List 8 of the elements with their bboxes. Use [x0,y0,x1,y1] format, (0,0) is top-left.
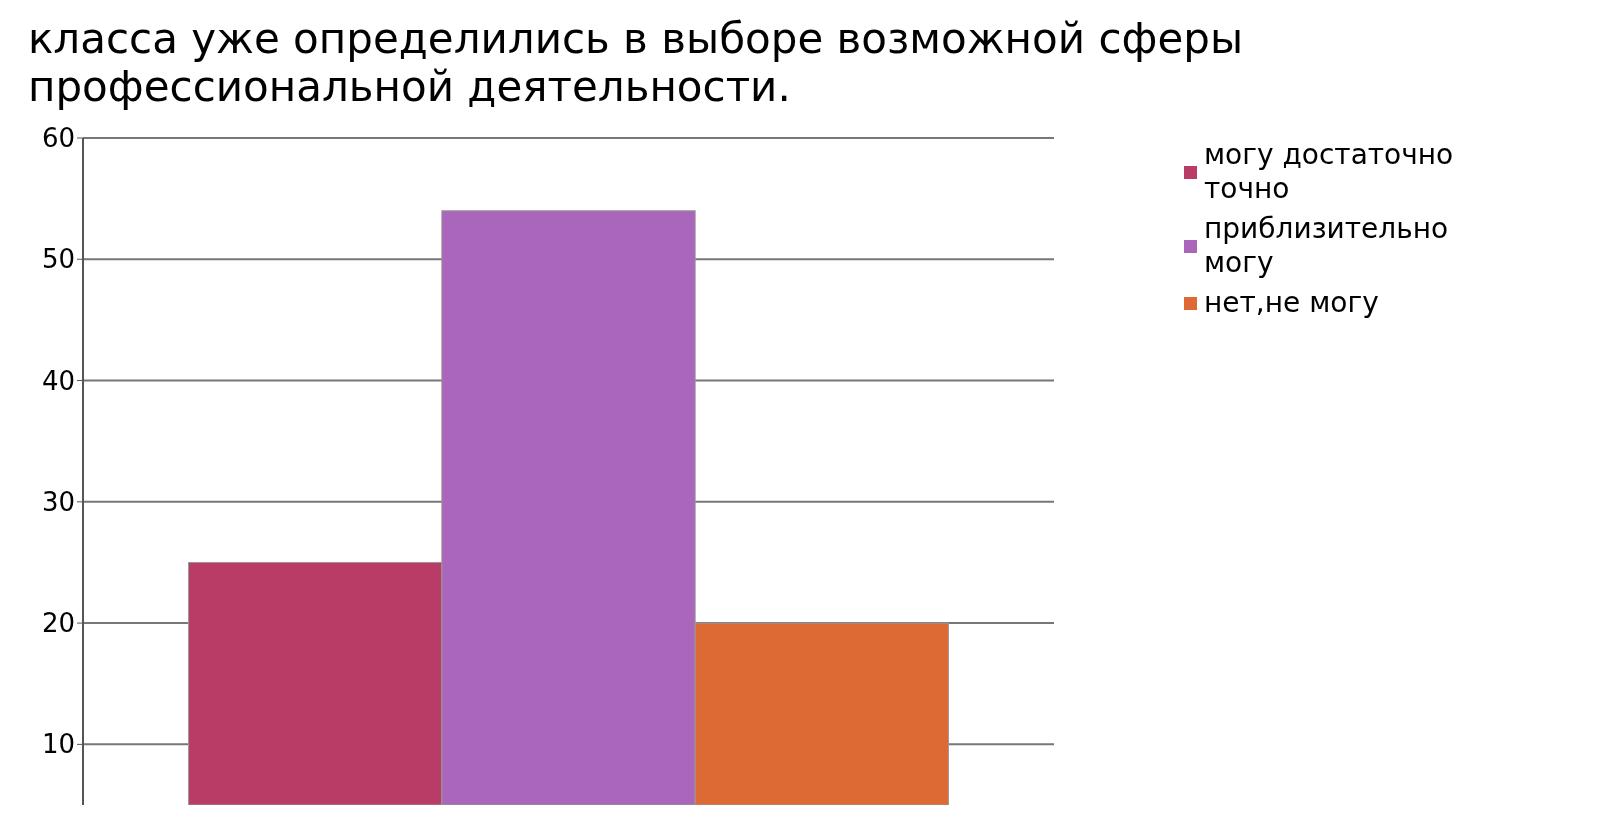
y-tick-label: 40 [41,365,75,396]
y-tick-label: 10 [41,729,75,760]
legend-label: нет,не могу [1204,286,1379,319]
y-tick-label: 60 [41,123,75,154]
y-tick-label: 50 [41,244,75,275]
y-tick-label: 20 [41,608,75,639]
y-tick-label: 30 [41,486,75,517]
chart-title: класса уже определились в выборе возможной сферы профессиональной деятельности. [28,14,1244,111]
